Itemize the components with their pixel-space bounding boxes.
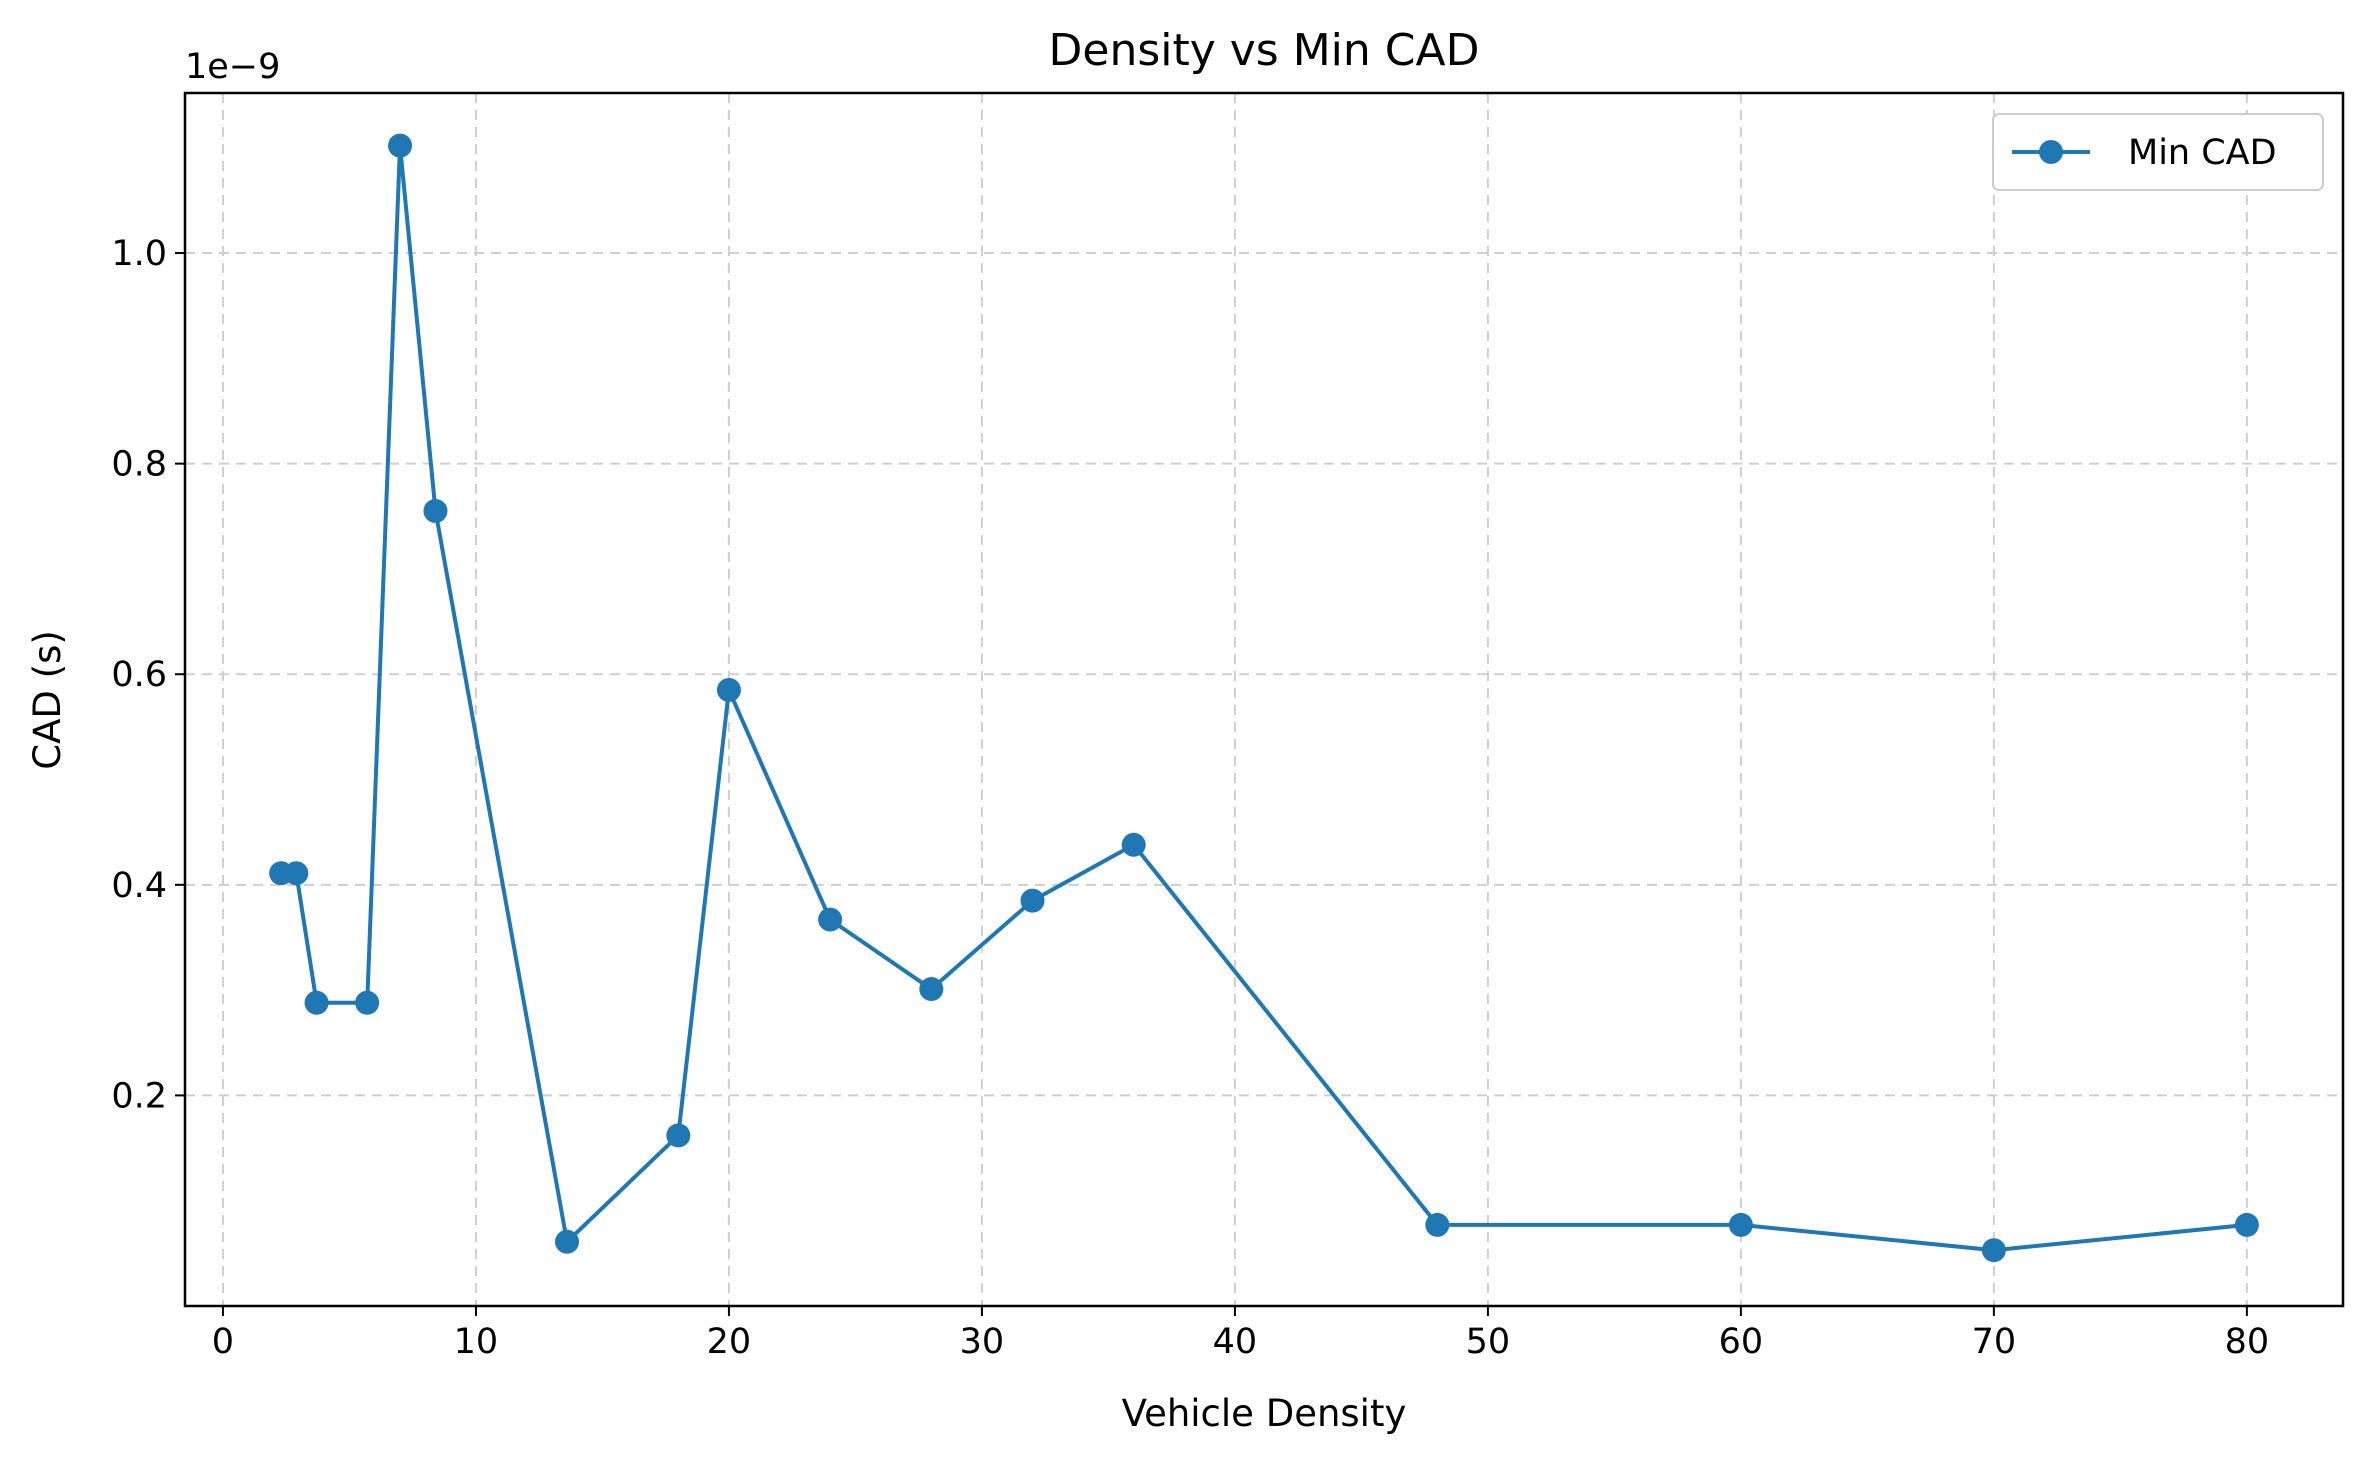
data-point <box>1981 1238 2006 1263</box>
series-line-min-cad <box>281 143 2248 1253</box>
x-axis-label: Vehicle Density <box>1122 1392 1407 1435</box>
y-tick-label: 1.0 <box>111 234 167 274</box>
data-point <box>423 499 448 524</box>
legend-box <box>1992 113 2324 191</box>
y-offset-label: 1e−9 <box>185 47 280 87</box>
x-tick-label: 40 <box>1213 1322 1258 1362</box>
data-point <box>716 678 741 703</box>
x-tick-label: 50 <box>1466 1322 1511 1362</box>
x-tick-label: 80 <box>2225 1322 2270 1362</box>
data-point <box>1121 832 1146 857</box>
grid-lines <box>185 93 2343 1306</box>
x-tick-label: 60 <box>1719 1322 1764 1362</box>
y-tick-label: 0.4 <box>111 866 167 906</box>
x-tick-label: 10 <box>454 1322 499 1362</box>
data-point <box>919 977 944 1002</box>
data-point <box>1020 888 1045 913</box>
data-point <box>1425 1212 1450 1237</box>
legend: Min CAD <box>1992 113 2324 191</box>
data-point <box>388 133 413 158</box>
plot-frame <box>183 91 2345 1308</box>
data-point <box>304 990 329 1015</box>
x-tick-label: 30 <box>960 1322 1005 1362</box>
data-point <box>818 907 843 932</box>
data-point <box>555 1229 580 1254</box>
data-point <box>355 990 380 1015</box>
legend-marker <box>2039 140 2063 164</box>
axis-ticks: 0 10 20 30 40 50 60 70 80 0.2 0.4 0.6 0.8 1.0 <box>111 234 2269 1362</box>
data-point <box>2234 1212 2259 1237</box>
x-tick-label: 20 <box>707 1322 752 1362</box>
data-point <box>666 1123 691 1148</box>
legend-label-min-cad: Min CAD <box>2128 133 2277 173</box>
x-tick-label: 70 <box>1972 1322 2017 1362</box>
data-point <box>1728 1212 1753 1237</box>
y-axis-label: CAD (s) <box>26 630 69 770</box>
y-tick-label: 0.6 <box>111 655 167 695</box>
x-tick-label: 0 <box>212 1322 234 1362</box>
y-tick-label: 0.2 <box>111 1076 167 1116</box>
data-point <box>284 861 309 886</box>
chart-title: Density vs Min CAD <box>1049 25 1480 76</box>
y-tick-label: 0.8 <box>111 445 167 485</box>
plot-series <box>269 133 2259 1263</box>
